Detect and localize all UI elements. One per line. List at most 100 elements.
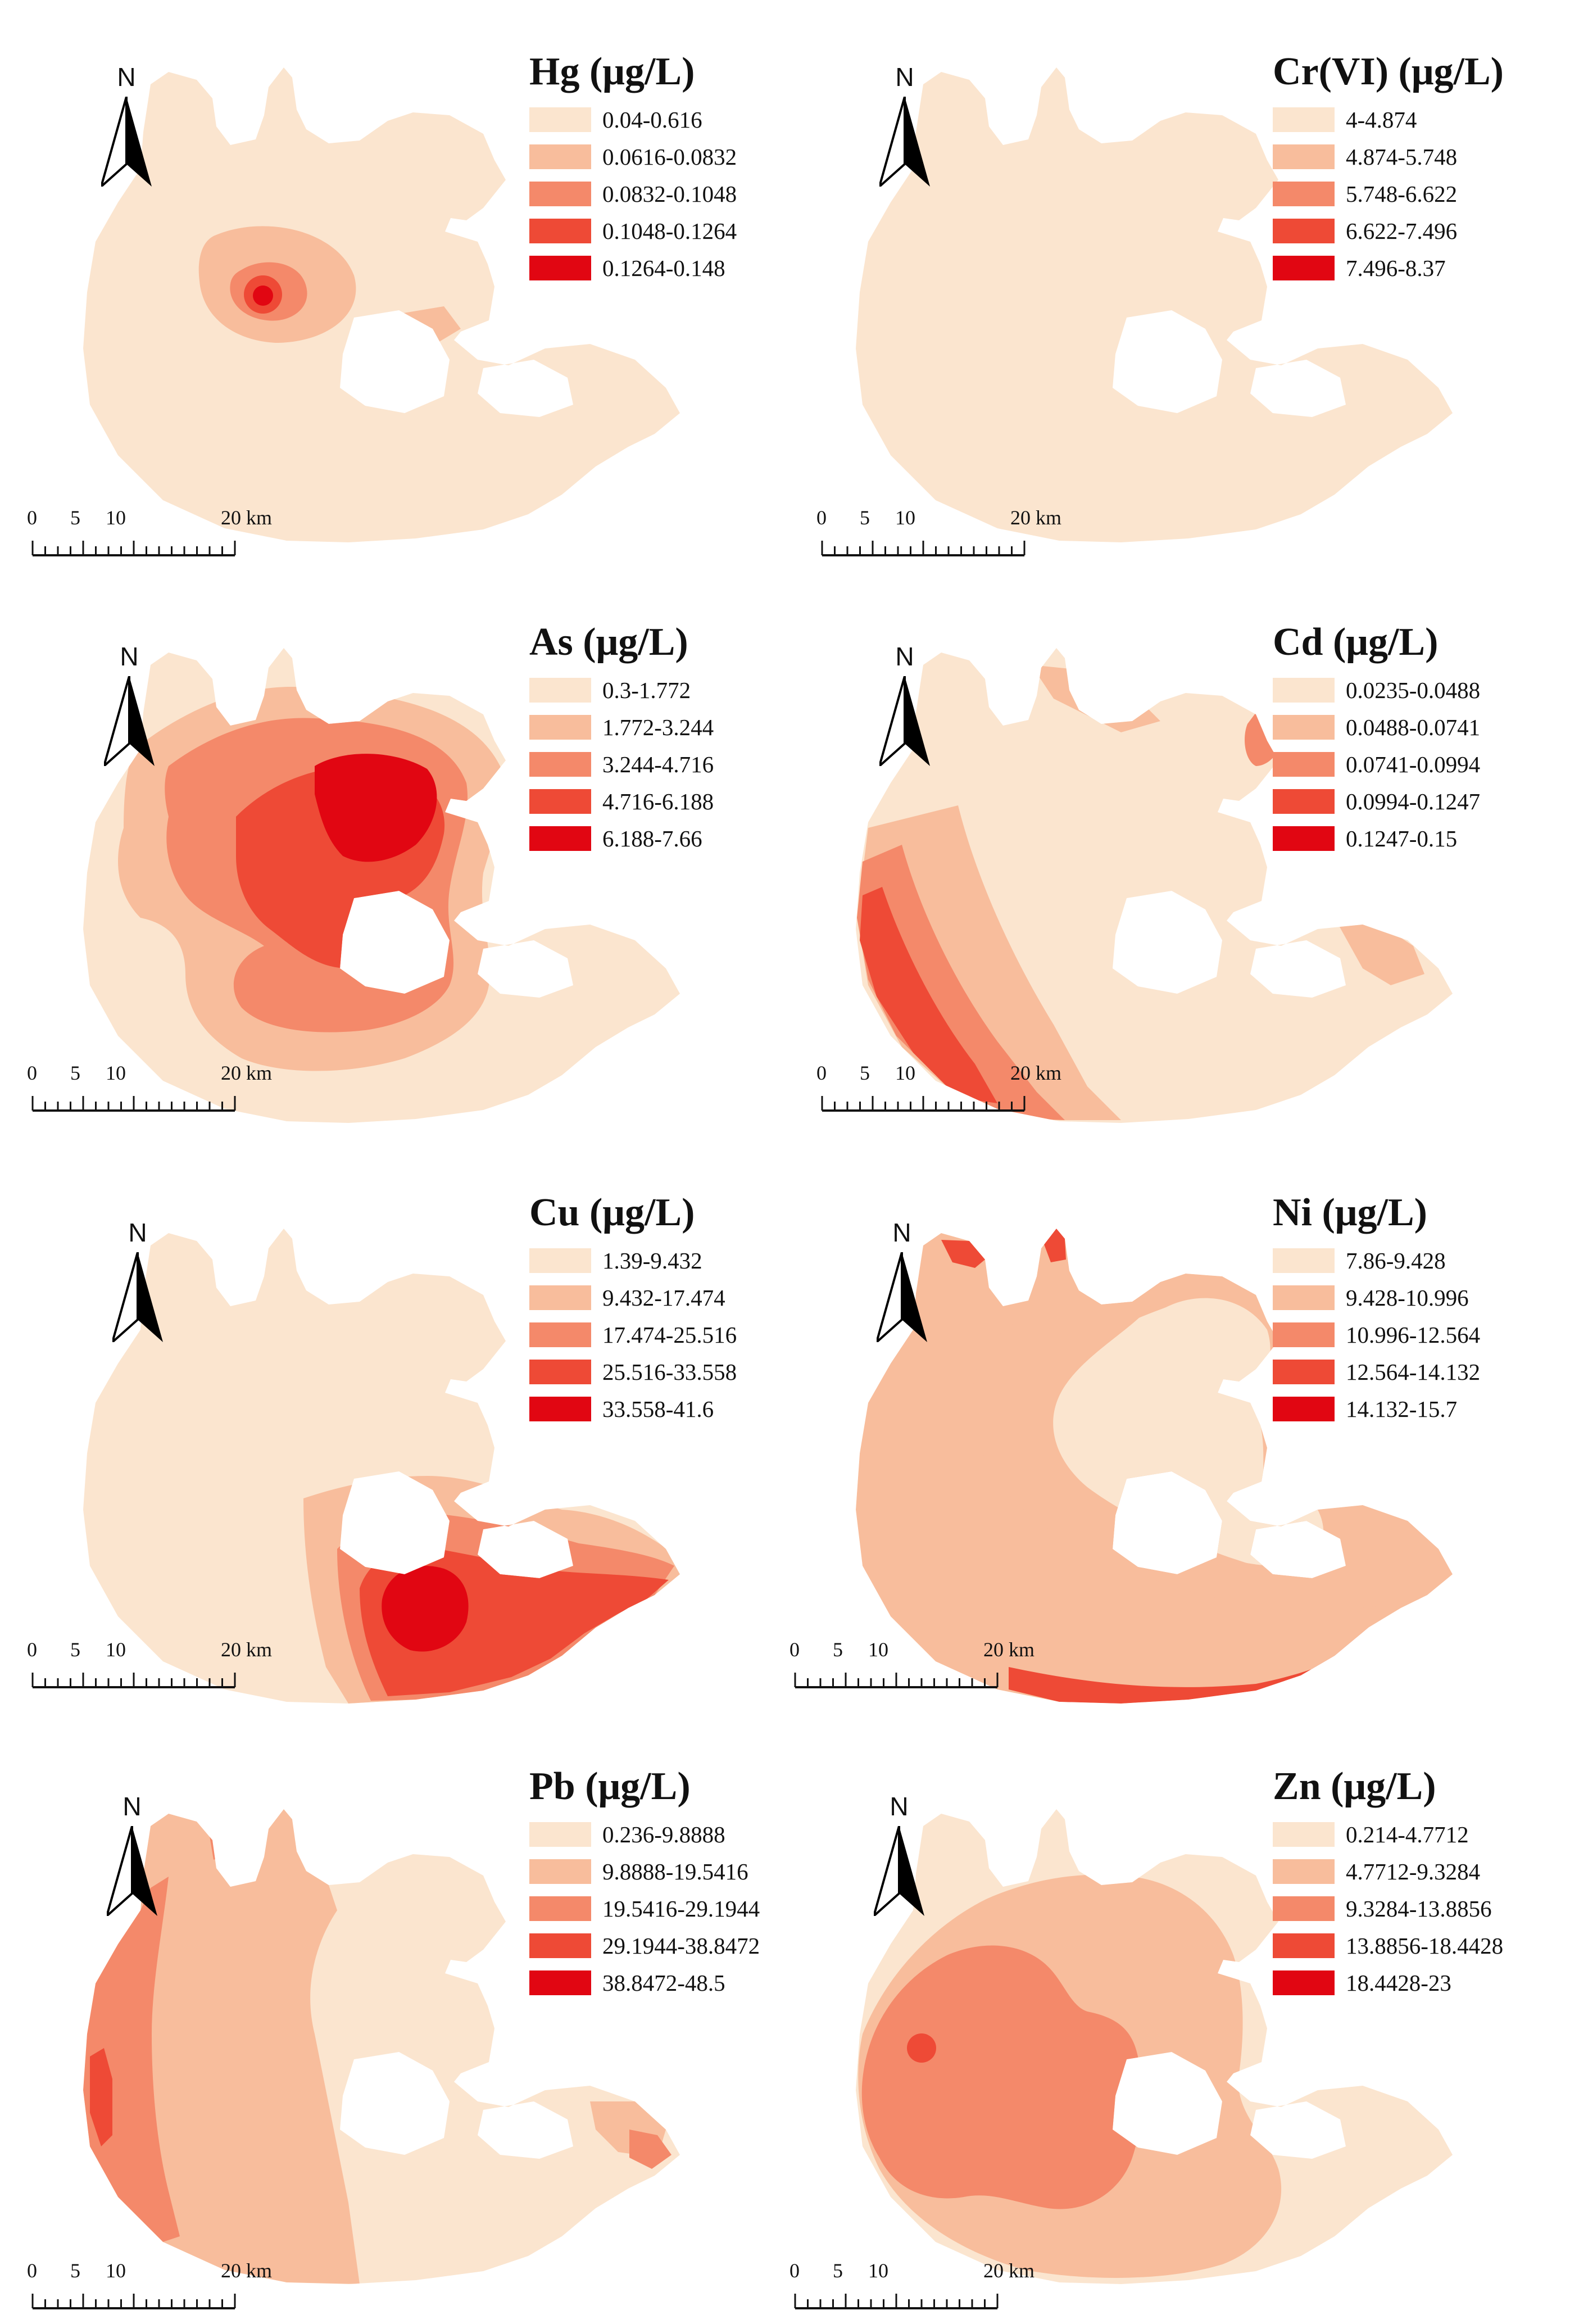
scale-label: 10 [106, 1638, 126, 1661]
scale-label: 0 [27, 506, 37, 529]
scale-label: 20 km [221, 1062, 273, 1084]
legend-item: 17.474-25.516 [529, 1316, 844, 1353]
concentration-zone [860, 887, 997, 1103]
legend-label: 0.3-1.772 [602, 677, 691, 703]
legend-label: 25.516-33.558 [602, 1359, 737, 1385]
concentration-zone [1009, 1622, 1391, 1704]
legend-title: Pb (μg/L) [529, 1765, 691, 1808]
legend-label: 4.874-5.748 [1346, 144, 1458, 170]
legend-swatch [1273, 107, 1335, 132]
legend-label: 0.0488-0.0741 [1346, 714, 1481, 740]
legend-label: 3.244-4.716 [602, 751, 714, 777]
map-panel-pb: N Pb (μg/L) 0.236-9.8888 9.8888-19.5416 19.5… [0, 1742, 790, 2322]
lake-map [83, 1809, 680, 2284]
legend-label: 4.7712-9.3284 [1346, 1859, 1481, 1884]
legend-item: 9.8888-19.5416 [529, 1853, 844, 1890]
legend-label: 18.4428-23 [1346, 1970, 1451, 1996]
concentration-zone [1335, 918, 1424, 985]
legend-title: Hg (μg/L) [529, 50, 695, 93]
scale-label: 20 km [221, 2259, 273, 2282]
scale-label: 0 [27, 1062, 37, 1084]
legend-label: 14.132-15.7 [1346, 1396, 1458, 1422]
legend-label: 29.1944-38.8472 [602, 1933, 760, 1959]
legend-swatch [529, 144, 591, 169]
legend-swatch [529, 789, 591, 814]
lake-map [856, 1229, 1453, 1704]
legend-swatch [1273, 1360, 1335, 1384]
legend-item: 12.564-14.132 [1273, 1353, 1579, 1390]
legend-label: 17.474-25.516 [602, 1322, 737, 1348]
legend-item: 7.496-8.37 [1273, 250, 1579, 287]
legend-label: 33.558-41.6 [602, 1396, 714, 1422]
scale-label: 10 [868, 1638, 888, 1661]
lake-map [83, 648, 680, 1123]
map-panel-hg: N Hg (μg/L) 0.04-0.616 0.0616-0.0832 0.0832-… [0, 0, 790, 581]
legend-swatch [1273, 144, 1335, 169]
legend-label: 5.748-6.622 [1346, 181, 1458, 207]
legend-label: 0.1264-0.148 [602, 255, 725, 281]
legend-item: 25.516-33.558 [529, 1353, 844, 1390]
legend-swatch [1273, 256, 1335, 280]
legend-label: 0.0235-0.0488 [1346, 677, 1481, 703]
legend-item: 3.244-4.716 [529, 746, 844, 783]
legend-swatch [529, 1285, 591, 1310]
concentration-zone [629, 2130, 671, 2169]
legend-swatch [529, 219, 591, 243]
legend-label: 7.86-9.428 [1346, 1248, 1446, 1274]
north-label: N [892, 1218, 911, 1247]
legend-item: 6.188-7.66 [529, 820, 844, 857]
legend-label: 12.564-14.132 [1346, 1359, 1481, 1385]
legend-swatch [1273, 752, 1335, 777]
scale-label: 10 [868, 2259, 888, 2282]
concentration-zone [315, 754, 437, 862]
legend-item: 4.716-6.188 [529, 783, 844, 820]
legend-item: 9.3284-13.8856 [1273, 1890, 1579, 1927]
lake-outline [856, 67, 1453, 542]
legend-item: 9.432-17.474 [529, 1279, 844, 1316]
legend: Cr(VI) (μg/L) 4-4.874 4.874-5.748 5.748-6.6… [1273, 49, 1579, 287]
legend-item: 0.0616-0.0832 [529, 138, 844, 175]
map-panel-ni: N Ni (μg/L) 7.86-9.428 9.428-10.996 10.996-1… [790, 1161, 1579, 1742]
scale-label: 5 [70, 506, 80, 529]
legend-swatch [529, 678, 591, 703]
legend-label: 0.0994-0.1247 [1346, 789, 1481, 814]
legend-label: 4-4.874 [1346, 107, 1417, 133]
legend-swatch [1273, 789, 1335, 814]
concentration-zone [253, 286, 273, 306]
legend: Hg (μg/L) 0.04-0.616 0.0616-0.0832 0.0832-0… [529, 49, 844, 287]
scale-bar: 0 5 10 20 km [790, 2259, 1034, 2321]
north-label: N [128, 1218, 147, 1247]
legend-label: 0.236-9.8888 [602, 1822, 725, 1847]
scale-bar: 0 5 10 20 km [816, 1061, 1062, 1123]
concentration-zone [83, 1877, 180, 2242]
north-label: N [895, 642, 914, 671]
legend-label: 1.39-9.432 [602, 1248, 702, 1274]
legend-swatch [529, 1896, 591, 1921]
concentration-zone [494, 2000, 551, 2045]
legend-swatch [1273, 1896, 1335, 1921]
legend-item: 1.772-3.244 [529, 709, 844, 746]
legend-title: As (μg/L) [529, 620, 688, 664]
north-arrow: N [98, 641, 160, 771]
legend-item: 38.8472-48.5 [529, 1964, 844, 2001]
legend-item: 10.996-12.564 [1273, 1316, 1579, 1353]
scale-label: 20 km [1010, 1062, 1062, 1084]
legend-label: 0.1048-0.1264 [602, 218, 737, 244]
legend-item: 0.0741-0.0994 [1273, 746, 1579, 783]
scale-label: 0 [27, 1638, 37, 1661]
scale-bar: 0 5 10 20 km [790, 1638, 1035, 1700]
concentration-zone [973, 1296, 1447, 1609]
legend: Cd (μg/L) 0.0235-0.0488 0.0488-0.0741 0.074… [1273, 620, 1579, 857]
map-panel-cr: N Cr(VI) (μg/L) 4-4.874 4.874-5.748 5.748-6.… [790, 0, 1579, 581]
scale-label: 20 km [983, 1638, 1035, 1661]
north-label: N [120, 642, 139, 671]
legend-swatch [529, 107, 591, 132]
north-arrow: N [101, 1791, 163, 1920]
north-arrow: N [96, 62, 157, 191]
legend-label: 0.0832-0.1048 [602, 181, 737, 207]
legend-item: 5.748-6.622 [1273, 175, 1579, 212]
legend-title: Cu (μg/L) [529, 1191, 695, 1234]
legend-swatch [1273, 182, 1335, 206]
legend-swatch [1273, 1285, 1335, 1310]
concentration-zone [907, 2033, 936, 2063]
